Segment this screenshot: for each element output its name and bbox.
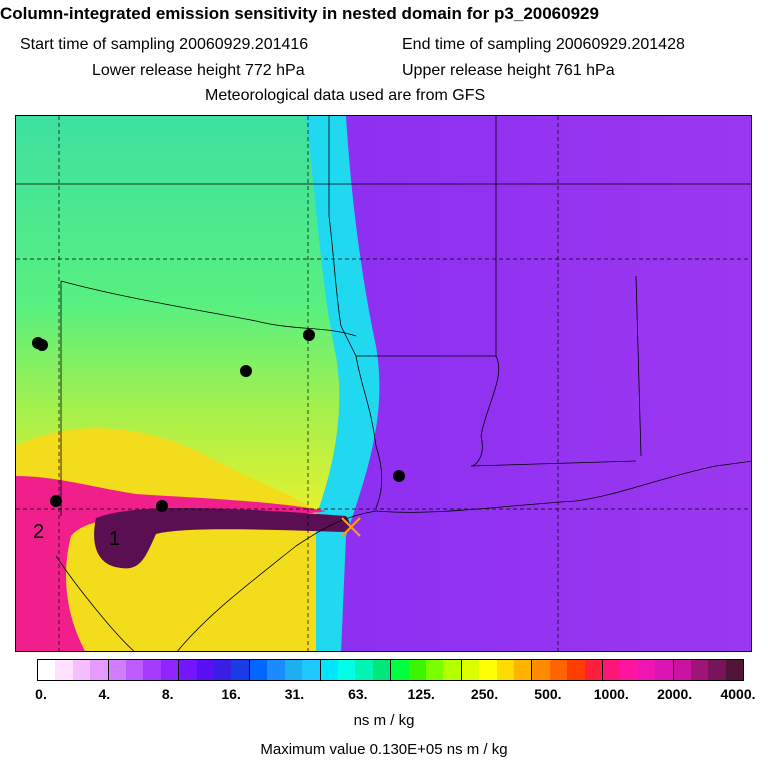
region-label-2: 2 [33, 521, 45, 543]
colorbar-segment [196, 660, 215, 680]
lower-release-label: Lower release height 772 hPa [92, 62, 305, 79]
colorbar-tick-label: 31. [284, 686, 305, 702]
site-marker [50, 495, 62, 507]
colorbar-segment [443, 660, 461, 680]
colorbar-tick-label: 500. [534, 686, 562, 702]
colorbar-segment [479, 660, 497, 680]
colorbar-tick-label: 8. [161, 686, 174, 702]
magenta-band [16, 476, 326, 651]
colorbar-segment [160, 660, 179, 680]
colorbar-tick-label: 4000. [720, 686, 756, 702]
end-time-label: End time of sampling 20060929.201428 [402, 36, 685, 53]
colorbar-segment [143, 660, 161, 680]
colorbar-segment [655, 660, 673, 680]
colorbar-segment [725, 660, 744, 680]
site-marker [303, 329, 315, 341]
colorbar-segment [672, 660, 692, 680]
colorbar-segment [390, 660, 409, 680]
colorbar-segment [126, 660, 144, 680]
colorbar-segment [425, 660, 444, 680]
colorbar-segment [602, 660, 621, 680]
colorbar-segment [567, 660, 585, 680]
colorbar-tick-label: 125. [407, 686, 435, 702]
measurement-sites [32, 329, 405, 512]
state-borders [16, 116, 751, 651]
colorbar-tick-label: 4. [98, 686, 111, 702]
colorbar-segment [319, 660, 338, 680]
colorbar-segment [620, 660, 638, 680]
map-canvas [16, 116, 751, 651]
colorbar-tick-label: 16. [221, 686, 241, 702]
colorbar-segment [372, 660, 391, 680]
colorbar-tick-label: 0. [35, 686, 47, 702]
colorbar-tick-label: 63. [348, 686, 368, 702]
site-marker [156, 500, 168, 512]
upper-release-label: Upper release height 761 hPa [402, 62, 615, 79]
colorbar-segment [708, 660, 726, 680]
colorbar-segment [248, 660, 268, 680]
plume-core [94, 507, 350, 569]
colorbar-segment [214, 660, 232, 680]
yellow-field [16, 428, 316, 651]
met-data-label: Meteorological data used are from GFS [205, 87, 486, 104]
colorbar-segment [72, 660, 91, 680]
colorbar-segment [38, 660, 56, 680]
colorbar-segment [513, 660, 532, 680]
colorbar-segment [460, 660, 480, 680]
colorbar-segment [408, 660, 426, 680]
map-title: Column-integrated emission sensitivity i… [0, 4, 599, 23]
colorbar-tick-label: 1000. [593, 686, 629, 702]
colorbar-segment [302, 660, 320, 680]
site-marker [240, 365, 252, 377]
colorbar-segment [267, 660, 285, 680]
colorbar-segment [107, 660, 127, 680]
colorbar-segment [496, 660, 514, 680]
colorbar-segment [691, 660, 709, 680]
colorbar-segment [90, 660, 108, 680]
graticule [16, 116, 751, 651]
site-marker [36, 339, 48, 351]
site-marker [393, 470, 405, 482]
colorbar-tick-label: 250. [470, 686, 499, 702]
colorbar-segment [355, 660, 373, 680]
colorbar-segment [284, 660, 303, 680]
colorbar-segment [231, 660, 249, 680]
sensitivity-map: 1 2 [15, 115, 752, 652]
colorbar-segment [531, 660, 550, 680]
release-location-marker [341, 517, 361, 537]
colorbar-units: ns m / kg [353, 712, 415, 729]
colorbar-segment [549, 660, 568, 680]
colorbar-segment [637, 660, 656, 680]
colorbar-segment [55, 660, 73, 680]
colorbar-segment [178, 660, 197, 680]
colorbar-segment [337, 660, 356, 680]
colorbar-tick-label: 2000. [657, 686, 693, 702]
start-time-label: Start time of sampling 20060929.201416 [20, 36, 309, 53]
colorbar-segment [584, 660, 602, 680]
colorbar [37, 659, 744, 681]
region-label-1: 1 [109, 528, 121, 550]
max-value-label: Maximum value 0.130E+05 ns m / kg [260, 741, 508, 758]
